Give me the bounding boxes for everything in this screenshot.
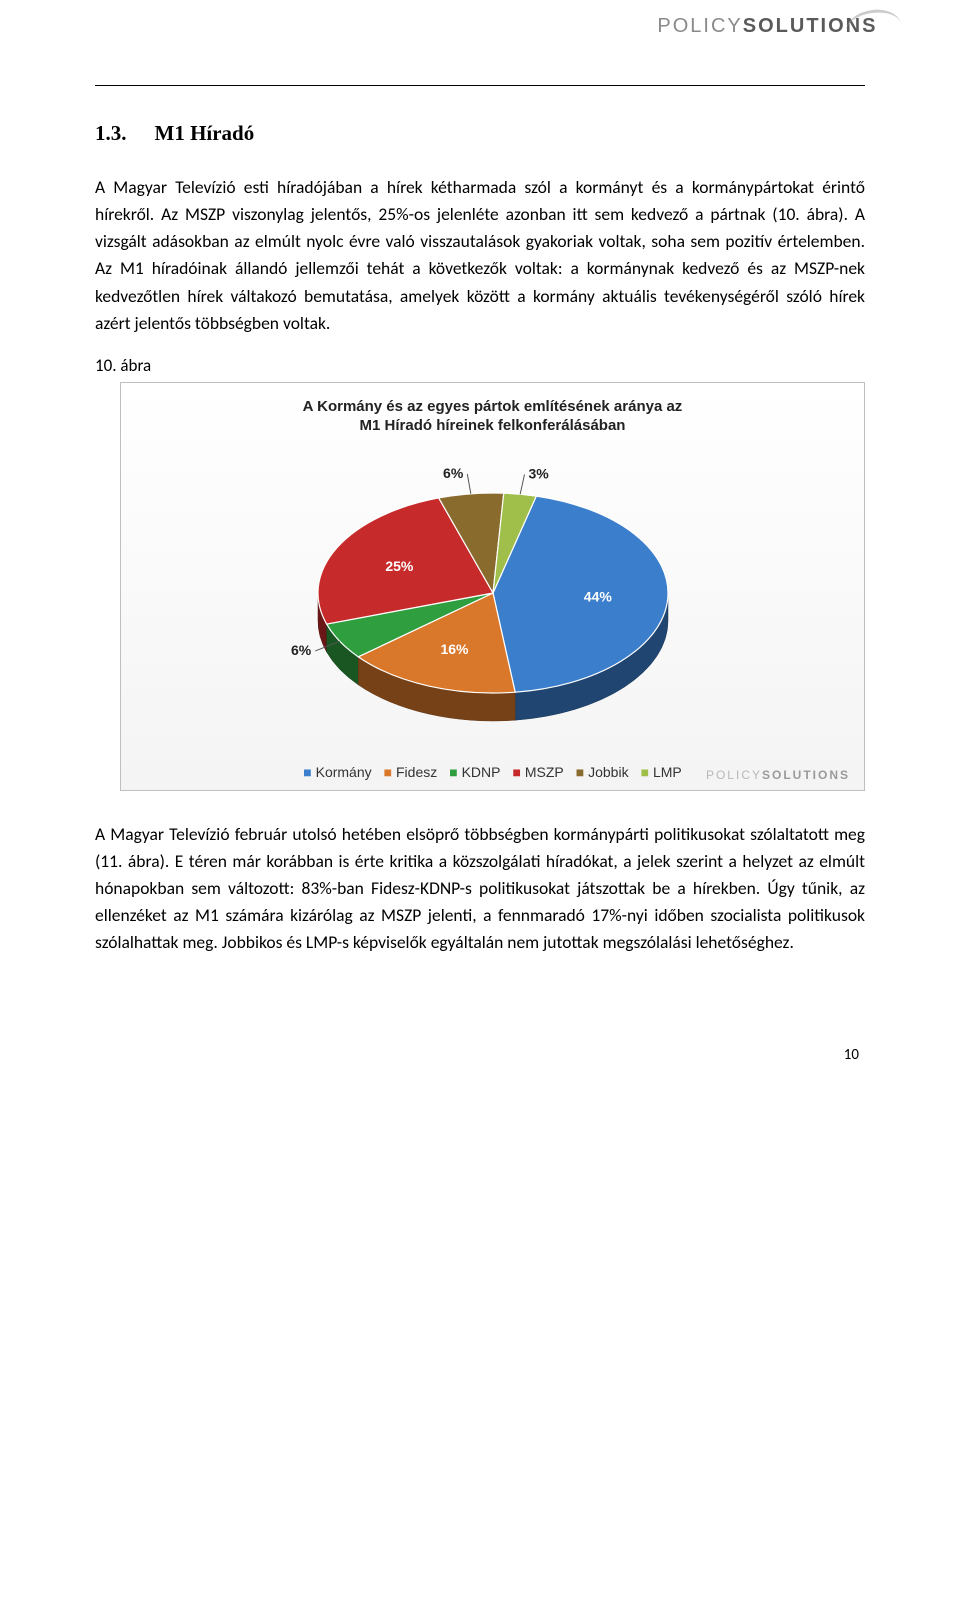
logo-part1: POLICY: [657, 15, 742, 37]
legend-item: ■ Jobbik: [576, 764, 629, 780]
legend-item: ■ Fidesz: [384, 764, 438, 780]
legend-bullet: ■: [513, 764, 525, 780]
brand-logo: POLICYSOLUTIONS: [657, 15, 900, 38]
legend-label: Kormány: [316, 764, 372, 780]
document-page: POLICYSOLUTIONS 1.3.M1 Híradó A Magyar T…: [0, 0, 960, 1104]
legend-label: MSZP: [525, 764, 564, 780]
legend-label: Fidesz: [396, 764, 437, 780]
legend-item: ■ Kormány: [303, 764, 371, 780]
figure-label: 10. ábra: [95, 355, 865, 376]
slice-value-label: 3%: [528, 465, 549, 481]
legend-bullet: ■: [384, 764, 396, 780]
chart-watermark: POLICYSOLUTIONS: [706, 768, 850, 782]
chart-title-line1: A Kormány és az egyes pártok említésének…: [303, 398, 683, 415]
legend-item: ■ MSZP: [513, 764, 564, 780]
pie-chart-container: A Kormány és az egyes pártok említésének…: [120, 382, 865, 791]
watermark-part1: POLICY: [706, 768, 762, 782]
pie-wrap: 44% 16% 6% 25% 6% 3%: [133, 444, 852, 758]
header-rule: [95, 85, 865, 86]
slice-value-label: 16%: [440, 641, 469, 657]
leader-line: [520, 474, 524, 494]
page-number: 10: [95, 1046, 865, 1064]
slice-value-label: 25%: [385, 558, 414, 574]
legend-bullet: ■: [641, 764, 653, 780]
slice-value-label: 6%: [443, 465, 464, 481]
legend-bullet: ■: [576, 764, 588, 780]
slice-value-label: 44%: [583, 588, 612, 604]
section-number: 1.3.: [95, 121, 127, 146]
legend-label: KDNP: [462, 764, 501, 780]
legend-item: ■ LMP: [641, 764, 682, 780]
chart-title: A Kormány és az egyes pártok említésének…: [133, 397, 852, 436]
section-title-text: M1 Híradó: [155, 121, 255, 145]
paragraph-1: A Magyar Televízió esti híradójában a hí…: [95, 174, 865, 337]
watermark-part2: SOLUTIONS: [762, 768, 850, 782]
legend-label: LMP: [653, 764, 682, 780]
legend-item: ■ KDNP: [449, 764, 500, 780]
legend-label: Jobbik: [588, 764, 628, 780]
pie-chart-svg: 44% 16% 6% 25% 6% 3%: [233, 448, 753, 748]
leader-line: [467, 474, 471, 494]
paragraph-2: A Magyar Televízió február utolsó hetébe…: [95, 821, 865, 957]
legend-bullet: ■: [303, 764, 315, 780]
section-heading: 1.3. M1 Híradó: [95, 121, 865, 146]
slice-value-label: 6%: [291, 642, 312, 658]
legend-bullet: ■: [449, 764, 461, 780]
chart-title-line2: M1 Híradó híreinek felkonferálásában: [360, 417, 626, 434]
